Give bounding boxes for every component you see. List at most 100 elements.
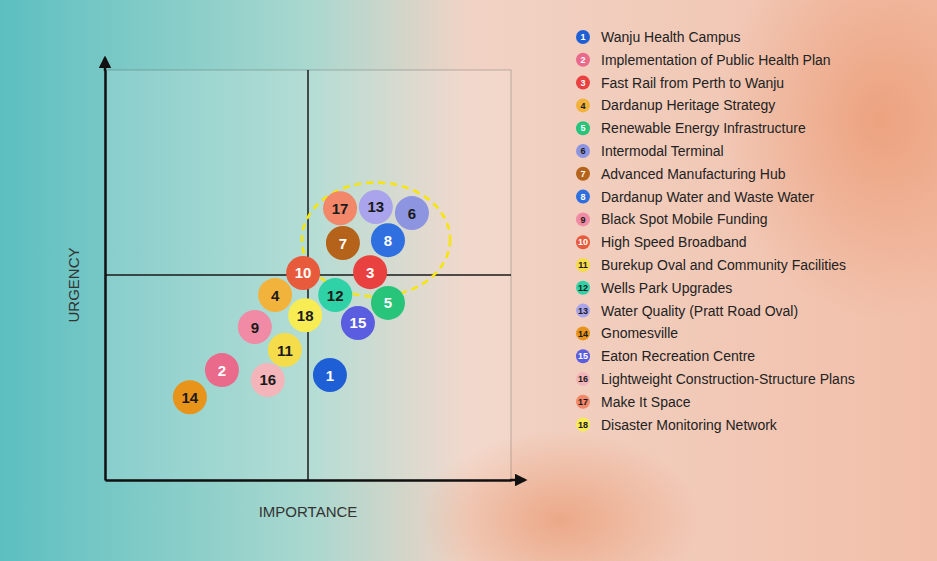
point-label: 4 <box>271 287 280 304</box>
axis-title: IMPORTANCE <box>259 503 358 520</box>
legend-marker <box>576 190 590 204</box>
point <box>286 256 320 290</box>
legend-label: Dardanup Heritage Strategy <box>601 97 775 113</box>
point <box>258 278 292 312</box>
point-label: 8 <box>384 232 392 249</box>
axis <box>105 71 106 481</box>
legend-marker <box>576 258 590 272</box>
legend-label: Lightweight Construction-Structure Plans <box>601 371 855 387</box>
point-label: 9 <box>251 319 259 336</box>
legend-item: 1Wanju Health Campus <box>576 29 741 45</box>
chart: IMPORTANCEURGENCY12345678910111213141516… <box>0 0 937 561</box>
legend-marker <box>576 326 590 340</box>
legend-label: High Speed Broadband <box>601 234 747 250</box>
point-label: 6 <box>408 205 416 222</box>
legend-item: 17 Make It Space <box>576 394 691 410</box>
legend-marker <box>576 281 590 295</box>
point <box>353 255 387 289</box>
axis-title: URGENCY <box>65 247 82 322</box>
legend-label: Water Quality (Pratt Road Oval) <box>601 303 798 319</box>
point <box>341 306 375 340</box>
point <box>395 196 429 230</box>
legend-number: 18 <box>578 420 588 430</box>
point-label: 16 <box>259 371 276 388</box>
axis-line <box>106 479 512 482</box>
point-label: 14 <box>182 389 199 406</box>
legend-marker <box>576 349 590 363</box>
point-label: 18 <box>297 307 314 324</box>
legend-item: 11 Burekup Oval and Community Facilities <box>576 257 846 273</box>
legend-number: 10 <box>578 237 588 247</box>
points <box>173 190 429 414</box>
point <box>359 190 393 224</box>
legend-item: 10 High Speed Broadband <box>576 234 747 250</box>
legend-label: Implementation of Public Health Plan <box>601 52 831 68</box>
highlight-ellipse <box>302 183 450 297</box>
axis-line <box>104 71 107 481</box>
legend-label: Make It Space <box>601 394 691 410</box>
point <box>371 223 405 257</box>
point-label: 1 <box>326 367 334 384</box>
legend-item: 13 Water Quality (Pratt Road Oval) <box>576 303 798 319</box>
legend-number: 7 <box>580 169 585 179</box>
legend-label: Fast Rail from Perth to Wanju <box>601 75 784 91</box>
legend-number: 12 <box>578 283 588 293</box>
legend-number: 4 <box>580 101 585 111</box>
point-label: 2 <box>218 362 226 379</box>
point-label: 7 <box>339 235 347 252</box>
point <box>326 226 360 260</box>
legend-number: 16 <box>578 374 588 384</box>
legend-item: 9 Black Spot Mobile Funding <box>576 211 768 227</box>
point-label: 15 <box>350 314 367 331</box>
legend-item: 16 Lightweight Construction-Structure Pla… <box>576 371 855 387</box>
legend-number: 11 <box>578 260 588 270</box>
legend-number: 13 <box>578 306 588 316</box>
legend-item: 12 Wells Park Upgrades <box>576 280 732 296</box>
legend-marker <box>576 121 590 135</box>
legend-label: Intermodal Terminal <box>601 143 724 159</box>
legend-marker <box>576 304 590 318</box>
legend-label: Eaton Recreation Centre <box>601 348 755 364</box>
legend-label: Wells Park Upgrades <box>601 280 732 296</box>
legend-item: 4 Dardanup Heritage Strategy <box>576 97 775 113</box>
legend-label: Dardanup Water and Waste Water <box>601 189 815 205</box>
legend-item: 7 Advanced Manufacturing Hub <box>576 166 786 182</box>
legend-marker <box>576 76 590 90</box>
legend-number: 5 <box>580 123 585 133</box>
legend-item: 2Implementation of Public Health Plan <box>576 52 831 68</box>
legend-item: 15 Eaton Recreation Centre <box>576 348 755 364</box>
legend-marker <box>576 235 590 249</box>
legend-marker <box>576 212 590 226</box>
legend-number: 9 <box>580 215 585 225</box>
legend-number: 8 <box>580 192 585 202</box>
legend-item: 5Renewable Energy Infrastructure <box>576 120 806 136</box>
legend-marker <box>576 372 590 386</box>
axis-arrow <box>104 58 107 71</box>
legend-item: 14 Gnomesville <box>576 325 678 341</box>
point <box>238 310 272 344</box>
axis-arrow <box>510 479 525 482</box>
legend-number: 17 <box>578 397 588 407</box>
point <box>323 191 357 225</box>
legend-label: Gnomesville <box>601 325 678 341</box>
legend-label: Burekup Oval and Community Facilities <box>601 257 846 273</box>
point <box>371 286 405 320</box>
legend-item: 8 Dardanup Water and Waste Water <box>576 189 815 205</box>
legend-label: Black Spot Mobile Funding <box>601 211 768 227</box>
point-label: 10 <box>295 264 312 281</box>
point-label: 11 <box>277 342 293 359</box>
legend-marker <box>576 53 590 67</box>
point <box>288 298 322 332</box>
point <box>313 358 347 392</box>
plot-frame <box>105 70 511 480</box>
legend-item: 6Intermodal Terminal <box>576 143 724 159</box>
legend-marker <box>576 98 590 112</box>
point <box>318 278 352 312</box>
legend-number: 14 <box>578 329 588 339</box>
legend-marker <box>576 144 590 158</box>
legend-number: 3 <box>580 78 585 88</box>
legend-marker <box>576 30 590 44</box>
legend-label: Advanced Manufacturing Hub <box>601 166 786 182</box>
legend-number: 15 <box>578 351 588 361</box>
legend-label: Wanju Health Campus <box>601 29 741 45</box>
